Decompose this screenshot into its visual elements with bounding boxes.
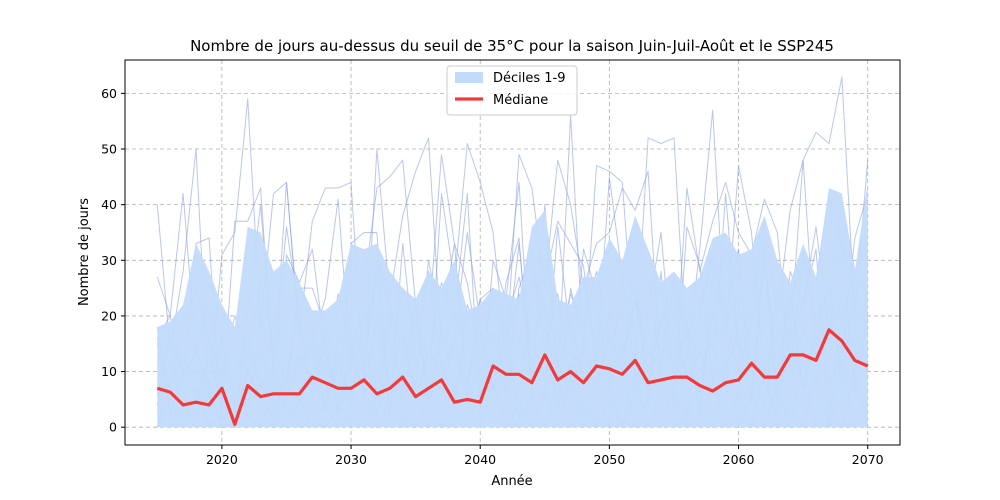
decile-band	[157, 182, 868, 428]
x-tick-label: 2030	[335, 452, 367, 467]
x-tick-label: 2070	[852, 452, 884, 467]
y-tick-label: 30	[101, 253, 117, 268]
x-tick-label: 2050	[593, 452, 625, 467]
member-line	[156, 76, 869, 417]
legend-swatch-band	[455, 72, 483, 83]
x-axis-ticks: 2020 2030 2040 2050 2060 2070	[206, 445, 884, 467]
y-axis-title: Nombre de jours	[77, 198, 92, 306]
y-tick-label: 50	[101, 142, 117, 157]
x-tick-label: 2020	[206, 452, 238, 467]
x-axis-title: Année	[491, 474, 532, 489]
plot-frame	[124, 59, 901, 446]
y-tick-label: 40	[101, 197, 117, 212]
x-tick-label: 2040	[464, 452, 496, 467]
median-line	[156, 328, 869, 426]
y-axis-ticks: 0 10 20 30 40 50 60	[101, 86, 125, 435]
y-tick-label: 10	[101, 364, 117, 379]
legend-label-band: Déciles 1-9	[493, 71, 566, 86]
y-tick-label: 20	[101, 308, 117, 323]
legend: Déciles 1-9 Médiane	[446, 65, 578, 116]
legend-label-median: Médiane	[493, 93, 548, 108]
y-tick-label: 0	[109, 420, 117, 435]
chart-title: Nombre de jours au-dessus du seuil de 35…	[190, 37, 834, 55]
y-tick-label: 60	[101, 86, 117, 101]
x-tick-label: 2060	[723, 452, 755, 467]
